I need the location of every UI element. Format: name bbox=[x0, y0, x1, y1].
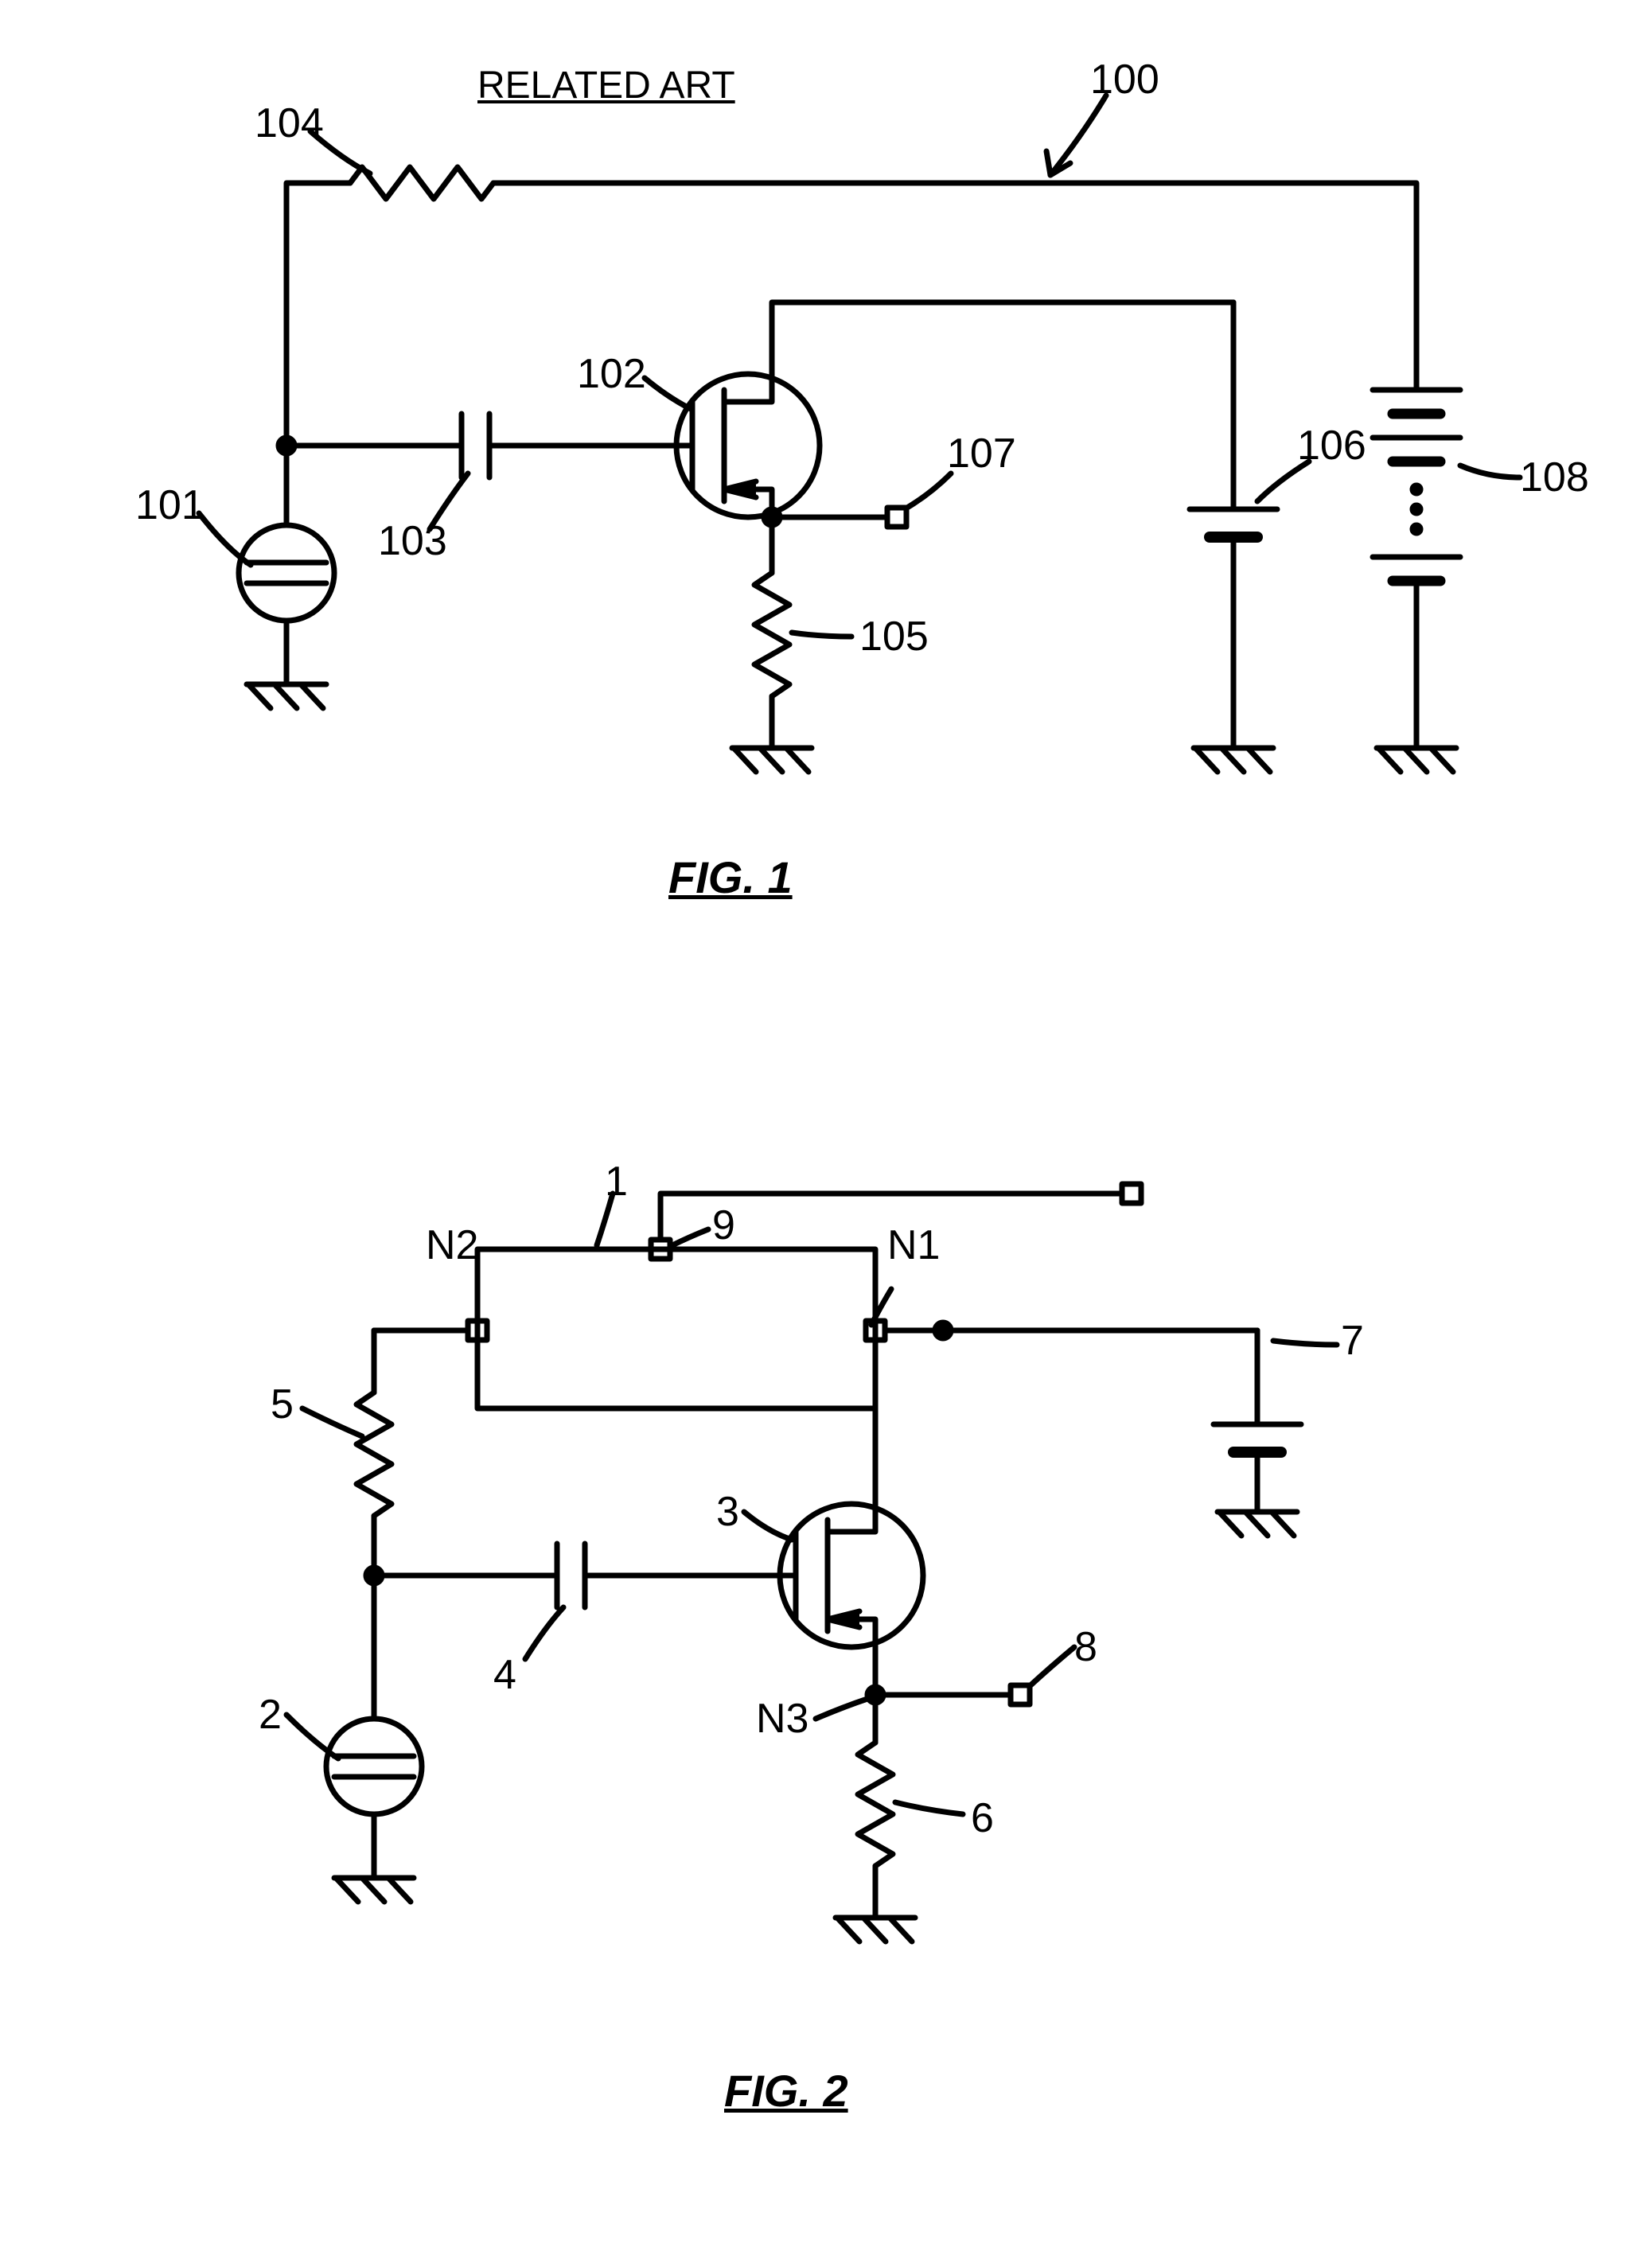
lead-102 bbox=[645, 378, 692, 410]
label-105: 105 bbox=[859, 613, 929, 660]
label-1: 1 bbox=[605, 1158, 628, 1206]
lead-108 bbox=[1460, 465, 1520, 477]
gnd-7-b bbox=[1219, 1512, 1241, 1536]
gnd-106-c bbox=[1221, 748, 1244, 772]
gnd-6-c bbox=[863, 1918, 886, 1942]
figure-2-svg bbox=[32, 1090, 1652, 2125]
resistor-105 bbox=[754, 573, 789, 696]
label-106: 106 bbox=[1297, 422, 1366, 469]
label-n2: N2 bbox=[426, 1221, 478, 1269]
page: RELATED ART 100 104 102 107 106 108 101 … bbox=[32, 32, 1652, 2231]
gnd-101-c bbox=[275, 684, 297, 708]
label-107: 107 bbox=[947, 430, 1016, 477]
fet-3-arrow bbox=[828, 1611, 859, 1627]
wire-top-rail bbox=[493, 183, 1416, 302]
term-out bbox=[1122, 1184, 1141, 1203]
wire-drain-up bbox=[772, 302, 1233, 326]
label-5: 5 bbox=[271, 1381, 294, 1428]
label-7: 7 bbox=[1341, 1317, 1364, 1365]
bat-108-d3 bbox=[1412, 525, 1420, 533]
label-n3: N3 bbox=[756, 1695, 808, 1743]
label-101: 101 bbox=[135, 481, 205, 529]
gnd-2-c bbox=[362, 1878, 384, 1902]
gnd-106-b bbox=[1195, 748, 1218, 772]
label-102: 102 bbox=[577, 350, 646, 398]
gnd-108-d bbox=[1431, 748, 1453, 772]
gnd-105-d bbox=[786, 748, 808, 772]
label-2: 2 bbox=[259, 1691, 282, 1739]
lead-9 bbox=[672, 1229, 708, 1245]
fet-102-drain bbox=[724, 326, 772, 402]
label-8: 8 bbox=[1074, 1623, 1097, 1671]
lead-3 bbox=[744, 1512, 792, 1540]
label-108: 108 bbox=[1520, 454, 1589, 501]
label-6: 6 bbox=[971, 1794, 994, 1842]
resistor-5 bbox=[357, 1392, 392, 1516]
gnd-105-b bbox=[734, 748, 756, 772]
lead-107 bbox=[907, 473, 951, 508]
lead-105 bbox=[792, 633, 851, 637]
fet-102-arrow bbox=[724, 481, 756, 497]
block-1 bbox=[477, 1249, 875, 1408]
label-3: 3 bbox=[716, 1488, 739, 1536]
lead-4 bbox=[525, 1607, 563, 1659]
label-104: 104 bbox=[255, 99, 324, 147]
source-2 bbox=[326, 1719, 422, 1814]
label-100: 100 bbox=[1090, 56, 1159, 103]
gnd-2-d bbox=[388, 1878, 411, 1902]
label-n1: N1 bbox=[887, 1221, 940, 1269]
gnd-6-b bbox=[837, 1918, 859, 1942]
gnd-105-c bbox=[760, 748, 782, 772]
fet-3-drain bbox=[828, 1464, 875, 1532]
bat-108-d1 bbox=[1412, 485, 1420, 493]
gnd-106-d bbox=[1248, 748, 1270, 772]
fet-102-src bbox=[724, 489, 772, 565]
lead-5 bbox=[302, 1408, 362, 1436]
gnd-101-b bbox=[248, 684, 271, 708]
gnd-101-d bbox=[301, 684, 323, 708]
gnd-6-d bbox=[890, 1918, 912, 1942]
gnd-108-b bbox=[1378, 748, 1401, 772]
figure-1-svg bbox=[32, 48, 1652, 1003]
lead-6 bbox=[895, 1802, 963, 1814]
lead-8 bbox=[1031, 1647, 1074, 1685]
bat-108-d2 bbox=[1412, 505, 1420, 513]
resistor-6 bbox=[858, 1743, 893, 1866]
fig2-caption: FIG. 2 bbox=[724, 2065, 848, 2117]
label-103: 103 bbox=[378, 517, 447, 565]
lead-n3 bbox=[816, 1699, 867, 1719]
label-9: 9 bbox=[712, 1202, 735, 1249]
wire-top-left bbox=[286, 183, 350, 239]
term-107 bbox=[887, 508, 906, 527]
gnd-2-b bbox=[336, 1878, 358, 1902]
lead-2 bbox=[286, 1715, 338, 1759]
lead-7 bbox=[1273, 1341, 1337, 1345]
lead-101 bbox=[199, 513, 251, 565]
term-8 bbox=[1011, 1685, 1030, 1704]
gnd-7-c bbox=[1245, 1512, 1268, 1536]
source-101 bbox=[239, 525, 334, 621]
fet-3-src bbox=[828, 1619, 875, 1695]
fig1-caption: FIG. 1 bbox=[668, 851, 793, 903]
gnd-108-c bbox=[1405, 748, 1427, 772]
lead-100 bbox=[1050, 95, 1106, 175]
related-art-label: RELATED ART bbox=[477, 64, 735, 107]
label-4: 4 bbox=[493, 1651, 516, 1699]
gnd-7-d bbox=[1272, 1512, 1294, 1536]
